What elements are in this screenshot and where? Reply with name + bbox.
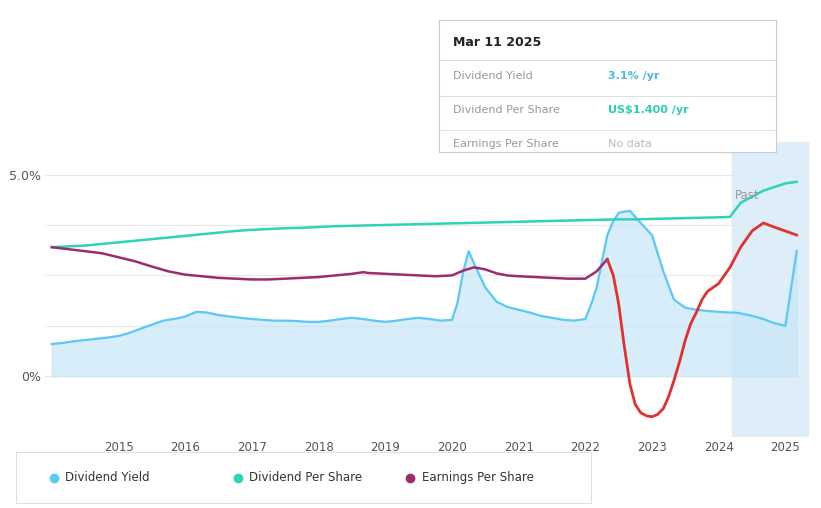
Bar xyxy=(732,142,809,437)
Text: Dividend Yield: Dividend Yield xyxy=(66,471,150,484)
Text: Earnings Per Share: Earnings Per Share xyxy=(422,471,534,484)
Text: No data: No data xyxy=(608,139,651,149)
Text: Dividend Yield: Dividend Yield xyxy=(452,71,533,80)
Text: Dividend Per Share: Dividend Per Share xyxy=(250,471,362,484)
Text: Past: Past xyxy=(736,188,760,202)
Text: 3.1% /yr: 3.1% /yr xyxy=(608,71,659,80)
Text: Mar 11 2025: Mar 11 2025 xyxy=(452,36,541,49)
Text: Earnings Per Share: Earnings Per Share xyxy=(452,139,558,149)
Text: Dividend Per Share: Dividend Per Share xyxy=(452,105,560,115)
Text: US$1.400 /yr: US$1.400 /yr xyxy=(608,105,688,115)
